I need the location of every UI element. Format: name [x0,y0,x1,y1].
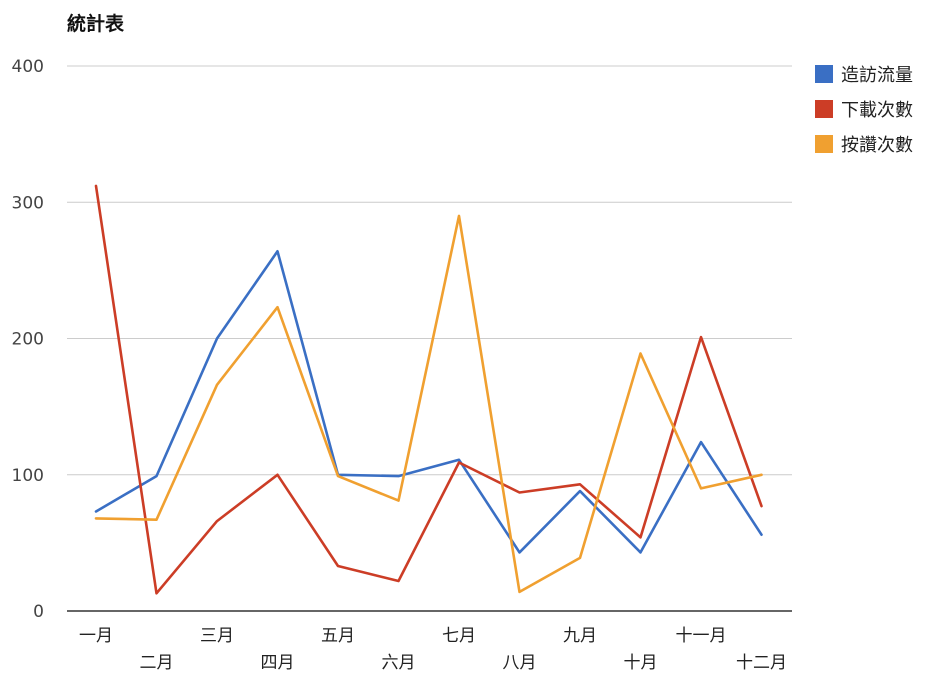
y-tick-label: 200 [12,330,44,350]
series [94,184,763,595]
y-tick-label: 0 [33,602,44,622]
legend-swatch [815,65,833,83]
series-line-1 [94,250,763,554]
x-tick-label: 二月 [140,653,174,673]
grid [67,65,792,612]
x-tick-label: 三月 [200,626,234,646]
x-tick-label: 十月 [624,653,658,673]
series-line-3 [94,214,763,594]
x-tick-label: 十一月 [676,626,727,646]
x-tick-label: 四月 [261,653,295,673]
x-tick-label: 九月 [563,626,597,646]
x-tick-label: 五月 [321,626,355,646]
legend-label: 按讚次數 [841,135,913,156]
legend-label: 造訪流量 [841,65,913,86]
chart-title: 統計表 [67,12,125,35]
y-tick-label: 100 [12,466,44,486]
x-tick-label: 一月 [79,626,113,646]
legend-swatch [815,135,833,153]
series-line-2 [94,184,763,595]
y-tick-label: 400 [12,57,44,77]
legend-label: 下載次數 [841,100,913,121]
y-tick-label: 300 [12,193,44,213]
x-tick-label: 六月 [382,653,416,673]
x-tick-label: 十二月 [736,653,787,673]
y-axis-ticks: 0 100 200 300 400 [12,57,44,622]
legend-swatch [815,100,833,118]
x-tick-label: 八月 [503,653,537,673]
x-tick-label: 七月 [442,626,476,646]
